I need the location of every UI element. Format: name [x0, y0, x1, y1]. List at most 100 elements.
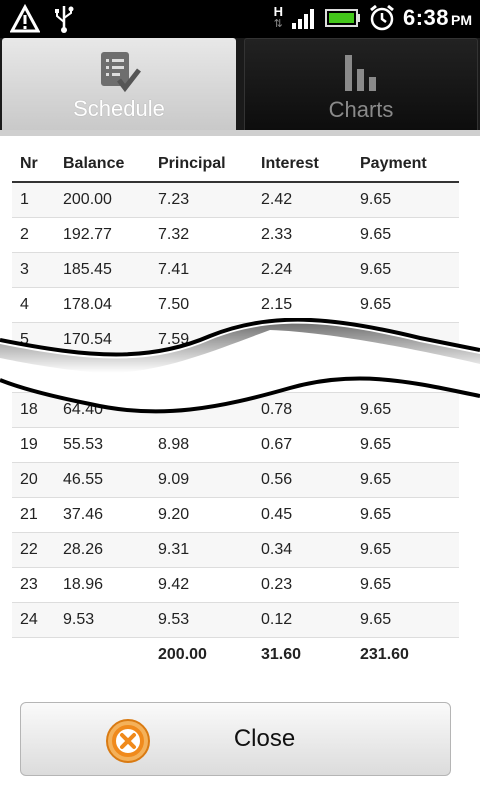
totals-row: 200.00 31.60 231.60 [12, 636, 459, 673]
cell-balance: 46.55 [55, 462, 150, 498]
bar-chart-icon [345, 55, 376, 91]
cell-payment: 9.65 [352, 567, 459, 603]
total-principal: 200.00 [150, 636, 253, 673]
cell-principal: 7.41 [150, 252, 253, 288]
cell-principal: 7.50 [150, 287, 253, 323]
cell-balance: 200.00 [55, 182, 150, 218]
cell-payment: 9.65 [352, 602, 459, 638]
cell-balance: 55.53 [55, 427, 150, 463]
cell-principal: 7.32 [150, 217, 253, 253]
network-indicator: H ⇅ [273, 4, 283, 30]
cell-balance: 178.04 [55, 287, 150, 323]
cell-payment: 9.65 [352, 427, 459, 463]
cell-interest: 0.88 [253, 357, 352, 393]
close-circle-icon [106, 719, 150, 763]
cell-interest: 2.33 [253, 217, 352, 253]
cell-payment: 9.65 [352, 217, 459, 253]
cell-principal: 9.31 [150, 532, 253, 568]
cell-principal: 7.23 [150, 182, 253, 218]
status-bar: H ⇅ 6:38 PM [0, 0, 480, 38]
cell-payment: 9.65 [352, 462, 459, 498]
cell-nr: 21 [12, 497, 55, 533]
header-payment: Payment [352, 146, 459, 183]
cell-interest: 0.12 [253, 602, 352, 638]
tab-divider [0, 130, 480, 136]
table-row: 4 178.04 7.50 2.15 9.65 [12, 287, 459, 323]
cell-nr: 18 [12, 392, 55, 428]
cell-balance [55, 357, 150, 393]
cell-interest: 0.34 [253, 532, 352, 568]
cell-interest: 2.42 [253, 182, 352, 218]
tab-schedule-label: Schedule [73, 96, 165, 121]
table-row: 0.88 9.65 [12, 357, 459, 393]
clock-ampm: PM [451, 12, 472, 28]
cell-payment: 9.65 [352, 287, 459, 323]
clock-time: 6:38 [402, 5, 449, 30]
cell-interest: 0.23 [253, 567, 352, 603]
cell-balance: 192.77 [55, 217, 150, 253]
cell-balance: 37.46 [55, 497, 150, 533]
cell-principal: 9.09 [150, 462, 253, 498]
cell-interest: 0.67 [253, 427, 352, 463]
header-balance: Balance [55, 146, 150, 183]
network-type-label: H [273, 4, 283, 19]
schedule-table: Nr Balance Principal Interest Payment 1 … [12, 146, 459, 673]
header-principal: Principal [150, 146, 253, 183]
cell-principal: 9.42 [150, 567, 253, 603]
cell-balance: 170.54 [55, 322, 150, 358]
cell-balance: 9.53 [55, 602, 150, 638]
cell-interest: 2.15 [253, 287, 352, 323]
cell-principal: 9.20 [150, 497, 253, 533]
cell-principal [150, 392, 253, 428]
table-header-row: Nr Balance Principal Interest Payment [12, 146, 459, 183]
cell-nr: 3 [12, 252, 55, 288]
cell-interest [253, 322, 352, 358]
cell-nr: 1 [12, 182, 55, 218]
cell-interest: 0.78 [253, 392, 352, 428]
cell-balance: 28.26 [55, 532, 150, 568]
cell-nr: 19 [12, 427, 55, 463]
header-nr: Nr [12, 146, 55, 183]
cell-nr: 4 [12, 287, 55, 323]
usb-icon [55, 6, 74, 33]
total-interest: 31.60 [253, 636, 352, 673]
schedule-icon [101, 52, 141, 93]
signal-icon [291, 9, 314, 29]
close-button-label: Close [233, 725, 296, 752]
alarm-icon [370, 4, 394, 31]
header-interest: Interest [253, 146, 352, 183]
total-nr [12, 636, 55, 673]
cell-payment: 9.65 [352, 357, 459, 393]
battery-icon [324, 9, 360, 27]
warning-icon [10, 4, 40, 33]
cell-payment [352, 322, 459, 358]
close-button[interactable]: Close [20, 702, 451, 776]
table-row: 21 37.46 9.20 0.45 9.65 [12, 497, 459, 533]
cell-payment: 9.65 [352, 252, 459, 288]
table-row: 18 64.40 0.78 9.65 [12, 392, 459, 428]
total-balance [55, 636, 150, 673]
tab-schedule[interactable]: Schedule [2, 38, 236, 130]
cell-payment: 9.65 [352, 182, 459, 218]
cell-nr: 20 [12, 462, 55, 498]
cell-payment: 9.65 [352, 497, 459, 533]
table-row: 1 200.00 7.23 2.42 9.65 [12, 182, 459, 218]
cell-principal: 8.98 [150, 427, 253, 463]
cell-nr: 23 [12, 567, 55, 603]
cell-interest: 0.45 [253, 497, 352, 533]
cell-principal: 7.59 [150, 322, 253, 358]
table-row: 24 9.53 9.53 0.12 9.65 [12, 602, 459, 638]
cell-nr: 24 [12, 602, 55, 638]
cell-nr [12, 357, 55, 393]
table-row: 2 192.77 7.32 2.33 9.65 [12, 217, 459, 253]
tab-charts[interactable]: Charts [244, 38, 478, 130]
cell-interest: 2.24 [253, 252, 352, 288]
tab-bar: Schedule Charts [0, 38, 480, 130]
cell-balance: 64.40 [55, 392, 150, 428]
cell-payment: 9.65 [352, 392, 459, 428]
cell-nr: 5 [12, 322, 55, 358]
cell-interest: 0.56 [253, 462, 352, 498]
table-row: 22 28.26 9.31 0.34 9.65 [12, 532, 459, 568]
cell-principal [150, 357, 253, 393]
cell-payment: 9.65 [352, 532, 459, 568]
